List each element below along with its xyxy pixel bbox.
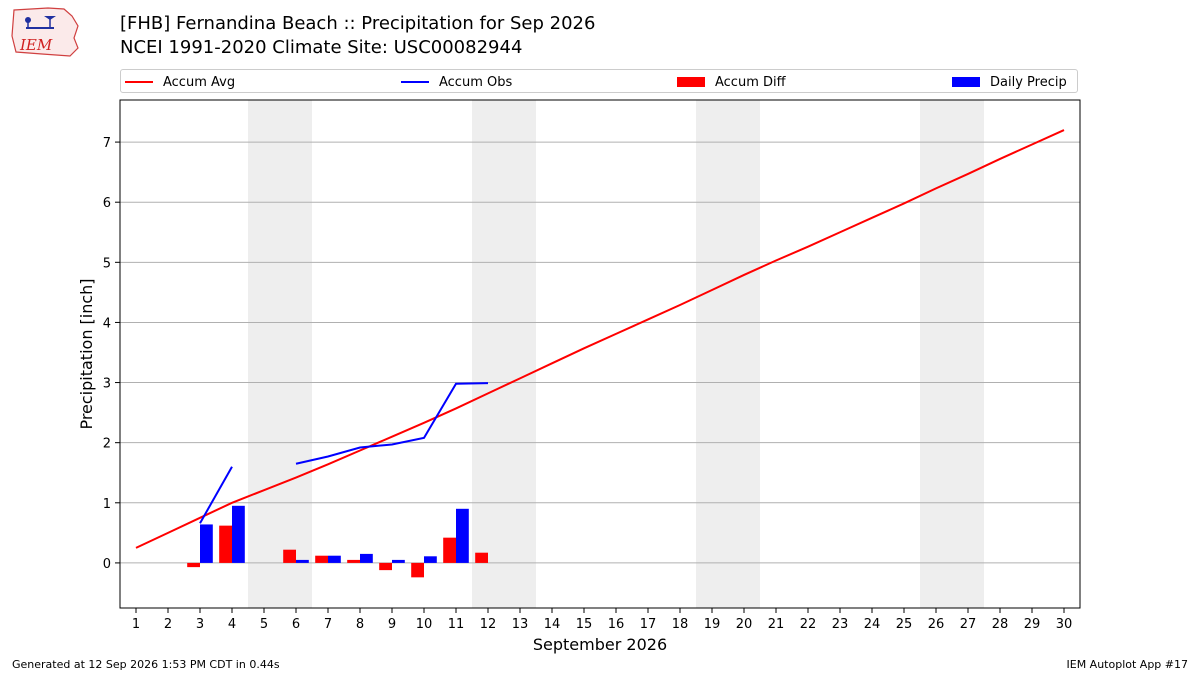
footer-app-id: IEM Autoplot App #17 bbox=[1066, 658, 1189, 671]
accum-diff-bar bbox=[219, 525, 232, 563]
x-tick-label: 26 bbox=[928, 617, 945, 632]
x-tick-label: 21 bbox=[768, 617, 785, 632]
x-tick-label: 13 bbox=[512, 617, 529, 632]
x-tick-label: 14 bbox=[544, 617, 561, 632]
y-tick-label: 4 bbox=[103, 316, 111, 331]
x-tick-label: 25 bbox=[896, 617, 913, 632]
legend-label-accum-diff: Accum Diff bbox=[715, 74, 786, 90]
x-axis-label: September 2026 bbox=[533, 635, 667, 654]
daily-precip-bar bbox=[392, 559, 405, 563]
chart-legend: Accum Avg Accum Obs Accum Diff Daily Pre… bbox=[120, 69, 1078, 93]
chart-subtitle: NCEI 1991-2020 Climate Site: USC00082944 bbox=[120, 37, 523, 58]
plot-frame bbox=[119, 99, 1081, 609]
x-tick-label: 3 bbox=[196, 617, 204, 632]
legend-label-daily-precip: Daily Precip bbox=[990, 74, 1067, 90]
accum-diff-bar bbox=[443, 537, 456, 563]
accum-diff-bar bbox=[411, 562, 424, 578]
legend-label-accum-avg: Accum Avg bbox=[163, 74, 236, 90]
x-tick-label: 12 bbox=[480, 617, 497, 632]
x-tick-label: 5 bbox=[260, 617, 268, 632]
legend-swatch-accum-diff bbox=[677, 77, 705, 87]
y-tick-label: 2 bbox=[103, 437, 111, 452]
legend-item-accum-avg: Accum Avg bbox=[125, 73, 235, 91]
weekend-shade bbox=[696, 100, 760, 608]
accum-diff-bar bbox=[379, 562, 392, 571]
x-tick-label: 17 bbox=[640, 617, 657, 632]
x-tick-label: 2 bbox=[164, 617, 172, 632]
accum-diff-bar bbox=[347, 559, 360, 563]
y-tick-label: 6 bbox=[103, 196, 111, 211]
x-tick-label: 1 bbox=[132, 617, 140, 632]
x-tick-label: 29 bbox=[1024, 617, 1041, 632]
y-axis-label: Precipitation [inch] bbox=[77, 278, 96, 429]
iem-logo: IEM bbox=[11, 7, 79, 57]
legend-swatch-daily-precip bbox=[952, 77, 980, 87]
chart-title: [FHB] Fernandina Beach :: Precipitation … bbox=[120, 13, 596, 34]
x-tick-label: 27 bbox=[960, 617, 977, 632]
accum-obs-line bbox=[295, 382, 489, 465]
daily-precip-bar bbox=[296, 559, 309, 563]
weekend-shade bbox=[920, 100, 984, 608]
logo-text: IEM bbox=[19, 36, 53, 54]
x-tick-label: 16 bbox=[608, 617, 625, 632]
legend-swatch-accum-avg bbox=[125, 81, 153, 83]
footer-generated: Generated at 12 Sep 2026 1:53 PM CDT in … bbox=[12, 658, 280, 671]
daily-precip-bar bbox=[328, 555, 341, 563]
x-tick-label: 18 bbox=[672, 617, 689, 632]
x-tick-label: 23 bbox=[832, 617, 849, 632]
x-tick-label: 20 bbox=[736, 617, 753, 632]
daily-precip-bar bbox=[456, 508, 469, 563]
daily-precip-bar bbox=[424, 556, 437, 563]
accum-diff-bar bbox=[187, 562, 200, 568]
y-tick-label: 1 bbox=[103, 497, 111, 512]
x-tick-label: 9 bbox=[388, 617, 396, 632]
legend-item-accum-diff: Accum Diff bbox=[677, 73, 786, 91]
x-tick-label: 15 bbox=[576, 617, 593, 632]
legend-swatch-accum-obs bbox=[401, 81, 429, 83]
daily-precip-bar bbox=[232, 505, 245, 563]
x-tick-label: 6 bbox=[292, 617, 300, 632]
x-tick-label: 28 bbox=[992, 617, 1009, 632]
accum-diff-bar bbox=[475, 552, 488, 563]
y-tick-label: 0 bbox=[103, 557, 111, 572]
x-tick-label: 30 bbox=[1056, 617, 1073, 632]
legend-label-accum-obs: Accum Obs bbox=[439, 74, 513, 90]
accum-obs-line bbox=[199, 466, 233, 524]
y-tick-label: 7 bbox=[103, 136, 111, 151]
daily-precip-bar bbox=[200, 524, 213, 563]
x-tick-label: 4 bbox=[228, 617, 236, 632]
weekend-shade bbox=[472, 100, 536, 608]
x-tick-label: 8 bbox=[356, 617, 364, 632]
x-tick-label: 19 bbox=[704, 617, 721, 632]
daily-precip-bar bbox=[360, 553, 373, 563]
accum-diff-bar bbox=[283, 549, 296, 563]
x-tick-label: 11 bbox=[448, 617, 465, 632]
x-tick-label: 7 bbox=[324, 617, 332, 632]
weekend-shade bbox=[248, 100, 312, 608]
accum-avg-line bbox=[135, 129, 1065, 549]
x-tick-label: 22 bbox=[800, 617, 817, 632]
y-tick-label: 3 bbox=[103, 377, 111, 392]
x-tick-label: 10 bbox=[416, 617, 433, 632]
legend-item-daily-precip: Daily Precip bbox=[952, 73, 1067, 91]
legend-item-accum-obs: Accum Obs bbox=[401, 73, 512, 91]
x-tick-label: 24 bbox=[864, 617, 881, 632]
accum-diff-bar bbox=[315, 555, 328, 563]
y-tick-label: 5 bbox=[103, 256, 111, 271]
